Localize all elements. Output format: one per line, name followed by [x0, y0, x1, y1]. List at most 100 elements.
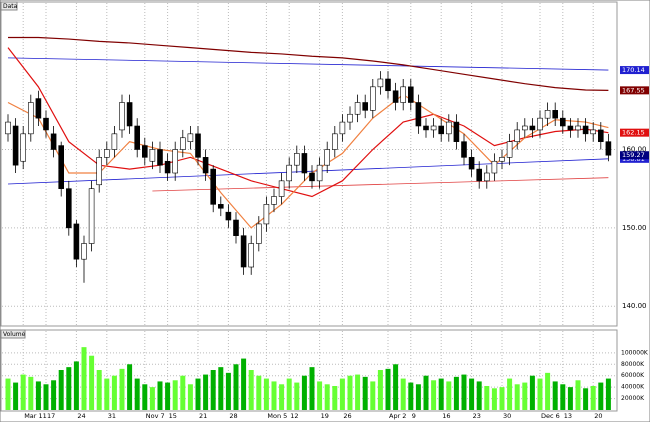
- volume-bar: [575, 380, 581, 410]
- y-tick-label: 100000K: [621, 349, 649, 356]
- x-tick-label: 31: [108, 412, 116, 420]
- candle-body: [369, 86, 376, 111]
- candle-body: [552, 110, 559, 119]
- candle-body: [149, 149, 156, 162]
- candle-body: [377, 78, 384, 88]
- volume-bar: [73, 361, 79, 410]
- y-tick-label: 160.00: [622, 146, 647, 154]
- line: [8, 36, 609, 91]
- x-tick-label: 16: [442, 412, 450, 420]
- candle-body: [180, 137, 186, 150]
- volume-bar: [408, 382, 414, 410]
- candle-body: [575, 125, 581, 131]
- price-panel: [0, 1, 618, 327]
- candle-body: [605, 141, 612, 156]
- volume-bar: [446, 381, 452, 410]
- volume-bar: [400, 378, 406, 410]
- volume-bar: [415, 384, 421, 410]
- volume-bar: [119, 368, 125, 410]
- volume-bar: [339, 378, 345, 410]
- candle-body: [521, 125, 528, 131]
- candle-body: [96, 157, 102, 186]
- candle-body: [187, 133, 194, 142]
- x-tick-label: 28: [229, 412, 237, 420]
- volume-bar: [393, 364, 399, 410]
- line: [152, 177, 609, 192]
- volume-bar: [218, 367, 224, 410]
- candle-body: [164, 160, 171, 174]
- candle-body: [73, 223, 80, 260]
- candle-body: [590, 129, 597, 135]
- volume-bar: [522, 382, 528, 410]
- candle-body: [514, 129, 521, 142]
- volume-bar: [537, 378, 543, 410]
- candle-body: [81, 243, 87, 260]
- value-tag: [620, 66, 649, 75]
- candle-body: [271, 196, 277, 205]
- volume-bar: [583, 388, 589, 410]
- value-tag-label: 167.55: [622, 86, 645, 94]
- candle-body: [461, 141, 467, 158]
- volume-bar: [58, 370, 64, 410]
- candle-body: [468, 157, 475, 170]
- y-tick-label: 80000K: [621, 361, 645, 368]
- candle-body: [347, 113, 353, 123]
- candle-body: [142, 145, 148, 158]
- volume-bar: [567, 387, 573, 410]
- candle-body: [248, 243, 254, 268]
- volume-bar: [362, 376, 368, 410]
- volume-bar: [89, 355, 95, 410]
- volume-bar: [370, 381, 376, 410]
- volume-bar: [66, 367, 72, 410]
- x-tick-label: 21: [199, 412, 207, 420]
- candle-body: [506, 141, 513, 158]
- candle-body: [293, 153, 300, 166]
- candle-body: [218, 204, 224, 209]
- volume-bar: [35, 381, 41, 410]
- candle-body: [278, 180, 285, 197]
- volume-bar: [560, 384, 566, 410]
- candle-body: [499, 157, 505, 162]
- candle-body: [453, 121, 460, 142]
- volume-bar: [142, 384, 148, 410]
- volume-bar: [5, 378, 11, 410]
- candle-body: [309, 172, 315, 182]
- candle-body: [126, 102, 133, 127]
- volume-bar: [332, 386, 338, 410]
- x-tick-label: Dec 6: [541, 412, 560, 420]
- candle-body: [104, 149, 110, 158]
- value-tag: [620, 86, 649, 95]
- x-tick-label: 24: [77, 412, 85, 420]
- candle-body: [157, 149, 163, 166]
- volume-bar: [134, 378, 140, 410]
- x-tick-label: Apr 2: [389, 412, 406, 420]
- candle-body: [483, 172, 490, 182]
- volume-bar: [605, 378, 611, 410]
- volume-bar: [20, 374, 26, 410]
- y-tick-label: 140.00: [622, 302, 647, 310]
- candle-body: [233, 219, 239, 236]
- x-tick-label: Mar 11: [24, 412, 47, 420]
- volume-bar: [598, 382, 604, 410]
- value-tag-label: 170.14: [622, 66, 645, 74]
- value-tag-label: 162.15: [622, 129, 645, 137]
- candle-body: [210, 168, 216, 205]
- candle-body: [5, 121, 11, 135]
- candle-body: [491, 160, 498, 174]
- volume-bar: [256, 375, 262, 410]
- candle-body: [354, 102, 361, 115]
- x-tick-label: 17: [47, 412, 55, 420]
- candle-body: [445, 121, 452, 135]
- volume-bar: [180, 375, 186, 410]
- candle-body: [415, 102, 422, 127]
- volume-bar: [225, 372, 231, 410]
- volume-bar: [552, 381, 558, 410]
- volume-bar: [469, 378, 475, 410]
- candle-body: [392, 90, 399, 103]
- x-tick-label: 19: [321, 412, 329, 420]
- candle-body: [529, 125, 536, 131]
- candle-body: [597, 129, 604, 142]
- volume-bar: [545, 372, 551, 410]
